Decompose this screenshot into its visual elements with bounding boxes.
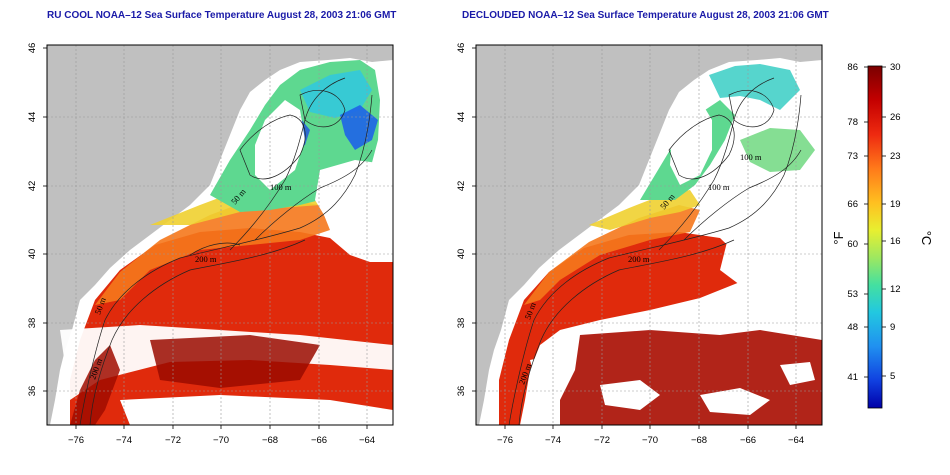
colorbar-fahrenheit-ticks: 86 78 73 66 60 53 48 41	[847, 62, 858, 383]
colorbar-f-tick: 48	[847, 322, 858, 333]
left-land-mass	[47, 45, 393, 425]
right-lat-tick-label: 42	[456, 181, 467, 192]
left-lon-tick-label: −74	[116, 435, 132, 446]
left-lon-tick-label: −68	[262, 435, 278, 446]
right-lon-tick-label: −76	[497, 435, 513, 446]
left-lat-tick-label: 38	[27, 318, 38, 329]
colorbar-f-tick: 60	[847, 239, 858, 250]
left-lon-tick-labels: −76 −74 −72 −70 −68 −66 −64	[68, 435, 375, 446]
right-lon-tick-label: −70	[642, 435, 658, 446]
right-lat-tick-label: 46	[456, 43, 467, 54]
right-warm-water	[499, 232, 745, 425]
left-hot-gulfstream	[70, 345, 120, 425]
right-grid	[476, 45, 822, 425]
left-cyan-water	[300, 70, 372, 118]
right-lat-tick-label: 40	[456, 249, 467, 260]
right-panel-title: DECLOUDED NOAA–12 Sea Surface Temperatur…	[462, 10, 829, 21]
right-lat-tick-label: 44	[456, 112, 467, 123]
right-lon-tick-label: −68	[691, 435, 707, 446]
left-cloud-gulf-maine	[255, 100, 305, 190]
colorbar-c-tick: 5	[890, 371, 895, 382]
left-cloud-corner	[120, 395, 393, 425]
right-lat-tick-label: 38	[456, 318, 467, 329]
left-tick-marks	[43, 47, 368, 429]
colorbar-celsius-label: °C	[919, 231, 934, 246]
left-lon-tick-label: −72	[165, 435, 181, 446]
left-lat-tick-labels: 46 44 42 40 38 36	[27, 43, 38, 397]
left-lat-tick-label: 40	[27, 249, 38, 260]
right-contour-label-200m: 200 m	[628, 254, 650, 264]
left-lat-tick-label: 46	[27, 43, 38, 54]
colorbar-f-tick: 53	[847, 289, 858, 300]
colorbar-strip	[867, 65, 883, 409]
right-bathymetry-contours	[508, 77, 802, 425]
right-cloud-spots	[600, 362, 815, 415]
colorbar-c-tick: 23	[890, 151, 901, 162]
colorbar-f-tick: 78	[847, 117, 858, 128]
colorbar-c-tick: 26	[890, 112, 901, 123]
left-panel-title: RU COOL NOAA–12 Sea Surface Temperature …	[47, 10, 397, 21]
temperature-colorbar: 86 78 73 66 60 53 48 41 30 26 23 19 16 1…	[831, 62, 934, 409]
left-map-content: 100 m 50 m 200 m 50 m 200 m	[47, 45, 393, 425]
colorbar-f-tick: 86	[847, 62, 858, 73]
left-lon-tick-label: −66	[311, 435, 327, 446]
right-lon-tick-label: −72	[594, 435, 610, 446]
right-contour-label-100m: 100 m	[740, 152, 762, 162]
left-grid	[47, 45, 393, 425]
right-tick-marks	[472, 47, 797, 429]
left-cold-water	[340, 105, 378, 150]
left-hot-water	[150, 335, 320, 388]
right-lat-tick-label: 36	[456, 386, 467, 397]
right-map-panel: 100 m 50 m 100 m 200 m 50 m 200 m −76 −7…	[456, 43, 823, 446]
colorbar-c-tick: 12	[890, 284, 901, 295]
right-lon-tick-label: −74	[545, 435, 561, 446]
left-lat-tick-label: 42	[27, 181, 38, 192]
colorbar-c-tick: 19	[890, 199, 901, 210]
right-orange-water	[524, 205, 700, 305]
left-cloud-east	[315, 160, 393, 240]
colorbar-f-tick: 66	[847, 199, 858, 210]
colorbar-f-tick: 73	[847, 151, 858, 162]
colorbar-ticks	[864, 66, 886, 378]
left-lat-tick-label: 44	[27, 112, 38, 123]
right-cloud-east	[720, 172, 822, 300]
left-lat-tick-label: 36	[27, 386, 38, 397]
left-map-frame	[46, 44, 394, 426]
right-hot-water	[560, 330, 822, 425]
left-orange-water	[95, 200, 330, 305]
left-contour-label-200m: 200 m	[195, 254, 217, 264]
right-cyan-water	[709, 64, 800, 110]
colorbar-fahrenheit-label: °F	[831, 231, 846, 244]
colorbar-c-tick: 9	[890, 322, 895, 333]
right-lon-tick-labels: −76 −74 −72 −70 −68 −66 −64	[497, 435, 804, 446]
left-lon-tick-label: −76	[68, 435, 84, 446]
right-lat-tick-labels: 46 44 42 40 38 36	[456, 43, 467, 397]
left-bathymetry-contours	[79, 77, 373, 425]
colorbar-c-tick: 30	[890, 62, 901, 73]
left-map-panel: 100 m 50 m 200 m 50 m 200 m −76 −74 −72 …	[27, 43, 394, 446]
right-map-frame	[475, 44, 823, 426]
left-warm-water	[70, 228, 393, 425]
right-land-mass	[476, 45, 822, 425]
right-lon-tick-label: −66	[740, 435, 756, 446]
left-lon-tick-label: −70	[213, 435, 229, 446]
right-contour-label-100m-inner: 100 m	[708, 182, 730, 192]
colorbar-celsius-ticks: 30 26 23 19 16 12 9 5	[890, 62, 901, 382]
left-lon-tick-label: −64	[359, 435, 375, 446]
right-lon-tick-label: −64	[788, 435, 804, 446]
colorbar-c-tick: 16	[890, 236, 901, 247]
left-contour-label-100m: 100 m	[270, 182, 292, 192]
colorbar-f-tick: 41	[847, 372, 858, 383]
right-map-content: 100 m 50 m 100 m 200 m 50 m 200 m	[476, 45, 822, 425]
